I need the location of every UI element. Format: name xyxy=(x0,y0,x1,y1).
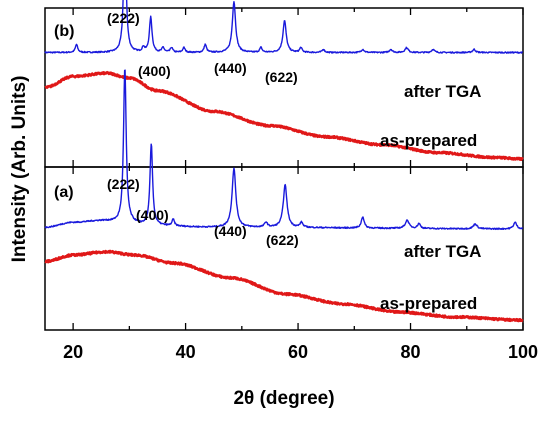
series-label-after-tga-b: after TGA xyxy=(404,82,481,101)
series-line-after-tga-a xyxy=(44,69,524,231)
peak-label-222-b: (222) xyxy=(107,10,140,26)
panel-label-a: (a) xyxy=(54,184,74,201)
peak-label-622-a: (622) xyxy=(266,232,299,248)
x-tick-label-40: 40 xyxy=(176,342,196,362)
series-layer xyxy=(44,0,524,323)
series-label-as-prepared-a: as-prepared xyxy=(380,294,477,313)
series-line-as-prepared-a xyxy=(44,249,524,323)
series-label-as-prepared-b: as-prepared xyxy=(380,131,477,150)
panel-a-frame xyxy=(44,166,524,331)
x-tick-label-80: 80 xyxy=(401,342,421,362)
panel-label-b: (b) xyxy=(54,23,74,40)
series-label-after-tga-a: after TGA xyxy=(404,242,481,261)
tick-layer: 20 40 60 80 100 xyxy=(63,8,538,362)
x-tick-label-100: 100 xyxy=(508,342,538,362)
y-axis-title: Intensity (Arb. Units) xyxy=(9,76,30,263)
x-tick-label-20: 20 xyxy=(63,342,83,362)
peak-label-622-b: (622) xyxy=(265,69,298,85)
peak-label-440-a: (440) xyxy=(214,223,247,239)
series-line-after-tga-b xyxy=(44,0,524,54)
peak-label-222-a: (222) xyxy=(107,176,140,192)
x-tick-label-60: 60 xyxy=(288,342,308,362)
peak-label-400-a: (400) xyxy=(136,207,169,223)
peak-label-400-b: (400) xyxy=(138,63,171,79)
x-axis-title: 2θ (degree) xyxy=(233,388,334,409)
peak-label-440-b: (440) xyxy=(214,60,247,76)
